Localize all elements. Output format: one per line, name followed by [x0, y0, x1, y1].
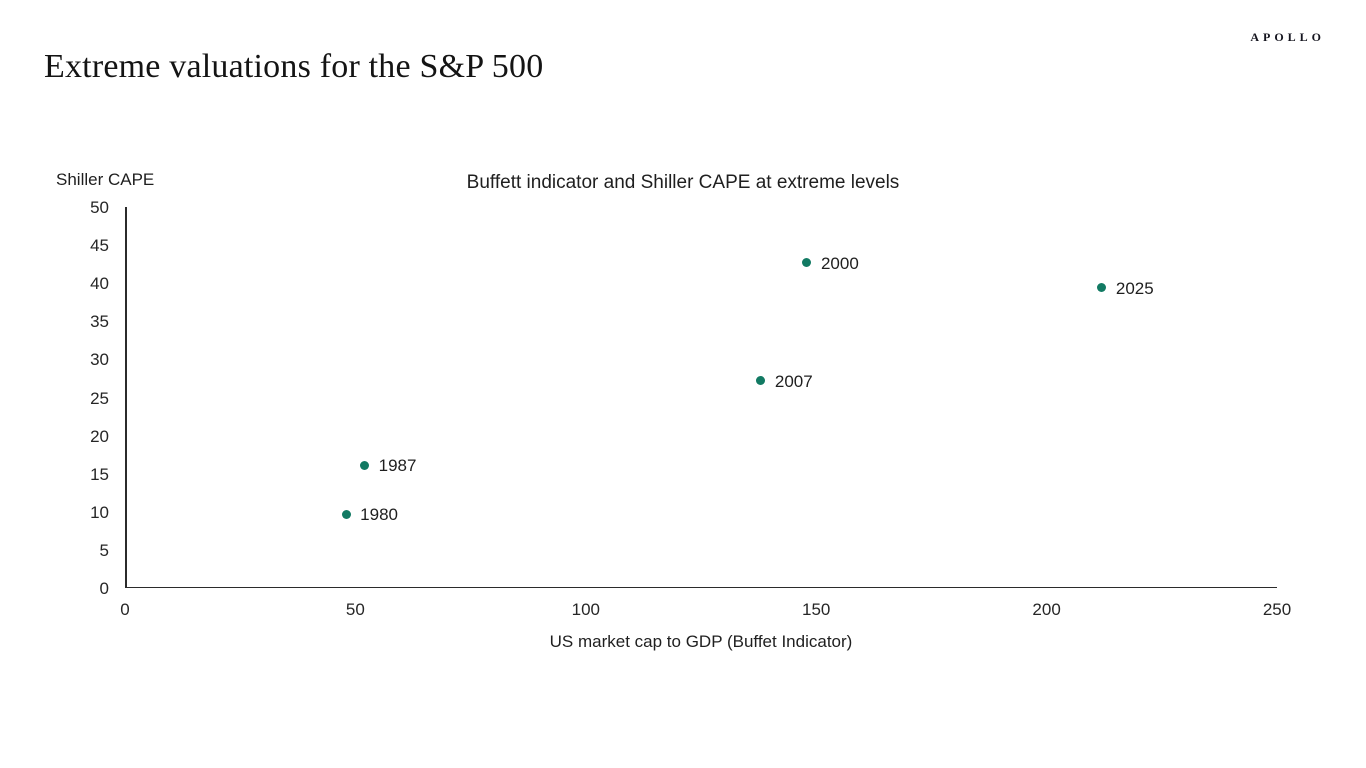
plot-area: 0 5 10 15 20 25 30 35 40 45 50 0 50 100 150 200 250 198…: [90, 199, 1291, 651]
x-tick-label: 150: [802, 600, 831, 619]
x-tick-label: 100: [571, 600, 600, 619]
data-point-dot-1987: [360, 460, 370, 470]
data-point-label-2000: 2000: [820, 253, 859, 273]
x-axis-line: [125, 586, 1277, 588]
data-point-label-1987: 1987: [378, 456, 417, 476]
data-point-label-2025: 2025: [1115, 278, 1154, 298]
y-axis-line: [125, 207, 127, 588]
y-tick-label: 5: [99, 540, 109, 560]
y-tick-label: 40: [90, 274, 109, 294]
x-axis-title: US market cap to GDP (Buffet Indicator): [549, 632, 853, 651]
data-point-label-2007: 2007: [774, 371, 813, 391]
y-tick-label: 50: [90, 198, 109, 217]
data-point-dot-2007: [756, 376, 766, 386]
y-tick-label: 10: [90, 502, 109, 522]
data-point-dot-2000: [802, 258, 812, 268]
y-tick-label: 20: [90, 426, 109, 446]
page-title: Extreme valuations for the S&P 500: [44, 48, 544, 85]
y-tick-label: 0: [99, 579, 109, 598]
data-point-dot-2025: [1097, 283, 1107, 293]
data-point-dot-1980: [341, 509, 351, 519]
x-tick-label: 200: [1032, 600, 1061, 619]
y-tick-label: 30: [90, 350, 109, 370]
y-tick-label: 15: [90, 464, 109, 484]
data-point-label-1980: 1980: [360, 505, 398, 525]
x-tick-label: 250: [1262, 600, 1292, 619]
y-tick-label: 25: [90, 388, 109, 408]
x-tick-label: 0: [120, 600, 130, 619]
apollo-logo: APOLLO: [1250, 30, 1325, 44]
x-tick-label: 50: [345, 600, 365, 619]
y-tick-label: 45: [90, 236, 109, 256]
y-tick-label: 35: [90, 312, 109, 332]
chart-title: Buffett indicator and Shiller CAPE at ex…: [466, 172, 900, 193]
y-axis-title: Shiller CAPE: [56, 170, 155, 189]
